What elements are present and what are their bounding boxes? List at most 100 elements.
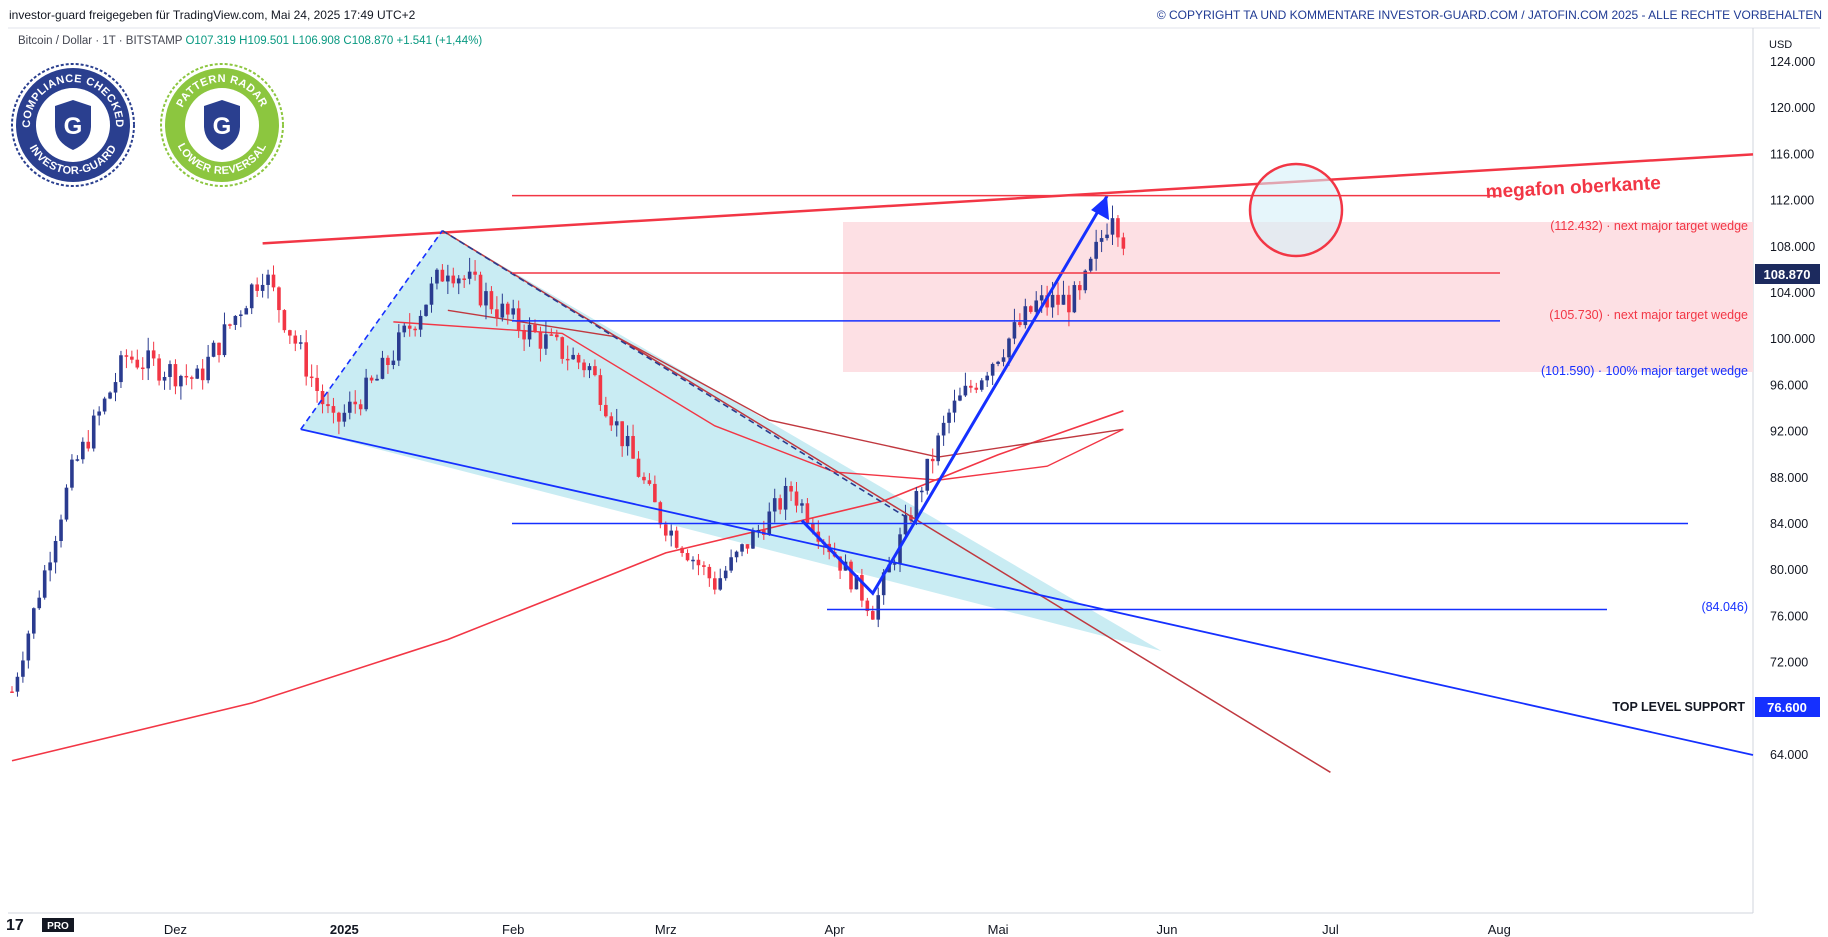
- wedge-left-dashed: [300, 230, 444, 430]
- candle-body: [1083, 270, 1088, 291]
- candle-body: [582, 362, 586, 371]
- candle-body: [478, 274, 483, 306]
- ma-50: [393, 321, 1124, 481]
- candle-body: [914, 491, 919, 521]
- candle-body: [712, 578, 717, 590]
- candle-body: [609, 416, 614, 426]
- candle-body: [642, 476, 646, 481]
- candle-body: [560, 337, 565, 359]
- copyright-notice: © COPYRIGHT TA UND KOMMENTARE INVESTOR-G…: [1156, 8, 1822, 22]
- symbol-legend: Bitcoin / Dollar · 1T · BITSTAMP O107.31…: [18, 35, 482, 47]
- ma-100: [447, 309, 1124, 458]
- target-circle: [1248, 162, 1344, 258]
- candle-body: [729, 557, 733, 571]
- candle-body: [489, 291, 494, 310]
- candle-body: [424, 304, 428, 316]
- time-tick: Aug: [1488, 922, 1511, 937]
- candle-body: [124, 355, 129, 357]
- candle-body: [1045, 295, 1049, 308]
- candle-body: [1088, 258, 1093, 271]
- candle-body: [614, 421, 619, 426]
- candle-body: [59, 519, 63, 541]
- time-tick: Jun: [1156, 922, 1177, 937]
- candle-body: [70, 459, 74, 488]
- candle-body: [462, 278, 466, 280]
- candle-body: [228, 324, 232, 326]
- price-tick: 112.000: [1770, 194, 1814, 208]
- compliance-checked-badge: COMPLIANCE CHECKED INVESTOR-GUARD G: [11, 63, 135, 187]
- candle-body: [407, 325, 412, 329]
- candle-body: [222, 324, 227, 356]
- candle-body: [979, 380, 984, 390]
- price-tick: 72.000: [1770, 656, 1808, 670]
- level-label-112432: (112.432) · next major target wedge: [1550, 219, 1748, 233]
- symbol-name: Bitcoin / Dollar · 1T · BITSTAMP: [18, 35, 183, 47]
- candle-body: [625, 435, 630, 447]
- candle-body: [1001, 357, 1006, 362]
- candle-body: [380, 357, 385, 379]
- candle-body: [930, 458, 935, 462]
- candle-body: [604, 404, 608, 417]
- candle-body: [320, 390, 325, 405]
- candle-body: [429, 283, 434, 305]
- candle-body: [495, 309, 499, 318]
- ohlc-open: O107.319: [185, 35, 236, 47]
- candle-body: [304, 342, 308, 377]
- candle-body: [75, 459, 80, 461]
- candle-body: [195, 368, 200, 379]
- candle-body: [157, 358, 161, 381]
- time-tick: 2025: [330, 922, 359, 937]
- candle-body: [179, 375, 183, 387]
- candle-body: [1099, 238, 1104, 242]
- candle-body: [663, 524, 668, 536]
- candle-body: [620, 421, 624, 447]
- candle-body: [326, 404, 330, 407]
- time-tick: Feb: [502, 922, 524, 937]
- candle-body: [778, 498, 782, 510]
- currency-label: USD: [1769, 39, 1792, 51]
- candle-body: [369, 377, 374, 381]
- candles: [10, 205, 1126, 697]
- candle-body: [631, 435, 635, 459]
- candle-body: [870, 611, 875, 620]
- tradingview-logo[interactable]: 17 PRO: [6, 916, 78, 933]
- time-axis: Dez 2025 Feb Mrz Apr Mai Jun Jul Aug: [164, 922, 1511, 937]
- top-level-support-label: TOP LEVEL SUPPORT: [1612, 700, 1745, 714]
- time-tick: Jul: [1322, 922, 1339, 937]
- candle-body: [876, 595, 881, 620]
- candle-body: [206, 356, 210, 381]
- candle-body: [881, 572, 886, 596]
- candle-body: [288, 330, 292, 336]
- candle-body: [511, 308, 516, 315]
- candle-body: [680, 547, 684, 554]
- candle-body: [549, 334, 554, 336]
- candle-body: [184, 375, 189, 378]
- candle-body: [974, 387, 979, 390]
- candle-body: [707, 566, 712, 579]
- candle-body: [947, 412, 951, 423]
- candle-body: [353, 401, 358, 405]
- candle-body: [963, 385, 968, 396]
- price-tick: 84.000: [1770, 517, 1808, 531]
- candle-body: [260, 284, 265, 291]
- candle-body: [740, 544, 744, 552]
- ma-200: [11, 410, 1124, 762]
- candle-body: [920, 490, 924, 493]
- candle-body: [794, 491, 799, 506]
- candle-body: [473, 271, 477, 275]
- candle-body: [990, 363, 995, 376]
- candle-body: [772, 498, 777, 512]
- price-tick: 80.000: [1770, 563, 1808, 577]
- candle-body: [1007, 338, 1011, 358]
- candle-body: [1116, 218, 1120, 238]
- candle-body: [527, 324, 532, 340]
- candle-body: [996, 361, 1000, 364]
- candle-body: [1072, 285, 1077, 313]
- candle-body: [42, 570, 47, 598]
- candle-body: [102, 398, 107, 412]
- candle-body: [669, 530, 674, 536]
- price-tick: 76.000: [1770, 609, 1808, 623]
- candle-body: [21, 660, 25, 677]
- candle-body: [1039, 295, 1044, 301]
